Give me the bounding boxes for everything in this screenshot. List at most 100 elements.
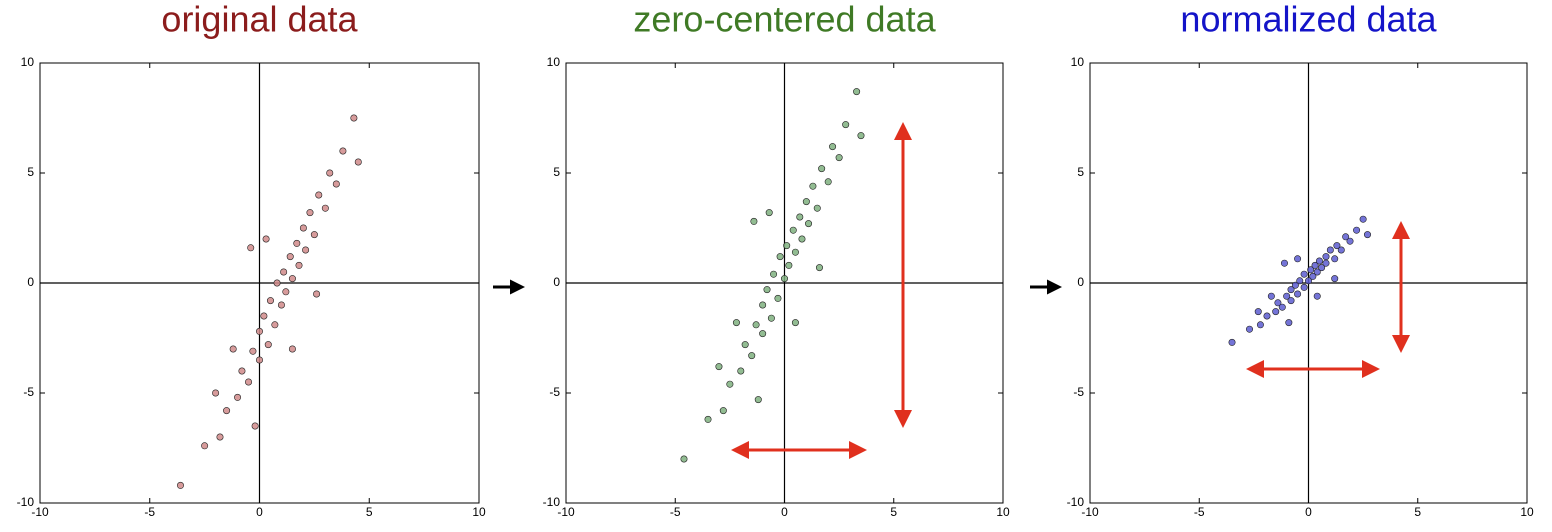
point (785, 261, 793, 269)
point (350, 114, 358, 122)
point (1285, 319, 1293, 327)
point (1326, 246, 1334, 254)
point (255, 327, 263, 335)
point (1322, 253, 1330, 261)
point (1228, 338, 1236, 346)
point (754, 396, 762, 404)
x-tick-label: -10 (31, 505, 49, 519)
y-tick-label: -10 (543, 495, 561, 509)
x-tick-label: -5 (144, 505, 155, 519)
point (249, 347, 257, 355)
x-tick-label: -5 (670, 505, 681, 519)
point (1296, 277, 1304, 285)
panel: normalized data -10 -5 0 5 10 -10 -5 0 5 10 (1067, 0, 1534, 519)
x-tick-label: -5 (1194, 505, 1205, 519)
point (286, 253, 294, 261)
point (1307, 266, 1315, 274)
point (732, 319, 740, 327)
point (759, 301, 767, 309)
point (293, 239, 301, 247)
y-tick-label: 10 (1071, 55, 1085, 69)
point (1294, 290, 1302, 298)
point (853, 88, 861, 96)
point (1294, 255, 1302, 263)
point (264, 341, 272, 349)
point (245, 378, 253, 386)
point (802, 198, 810, 206)
point (704, 415, 712, 423)
point (752, 321, 760, 329)
point (765, 209, 773, 217)
point (302, 246, 310, 254)
point (1254, 308, 1262, 316)
point (813, 204, 821, 212)
point (288, 345, 296, 353)
point (1337, 246, 1345, 254)
point (824, 178, 832, 186)
point (354, 158, 362, 166)
point (774, 294, 782, 302)
point (857, 132, 865, 140)
y-tick-label: 0 (1077, 275, 1084, 289)
point (750, 217, 758, 225)
point (1305, 277, 1313, 285)
y-tick-label: 0 (553, 275, 560, 289)
point (280, 268, 288, 276)
y-tick-label: -5 (1073, 385, 1084, 399)
point (1309, 272, 1317, 280)
point (763, 286, 771, 294)
point (321, 204, 329, 212)
point (829, 143, 837, 151)
point (1311, 261, 1319, 269)
point (809, 182, 817, 190)
point (1283, 292, 1291, 300)
point (1267, 292, 1275, 300)
point (748, 352, 756, 360)
point (1342, 233, 1350, 241)
y-tick-label: 10 (21, 55, 35, 69)
point (789, 226, 797, 234)
chart-title: zero-centered data (633, 0, 936, 40)
point (1313, 292, 1321, 300)
point (1272, 308, 1280, 316)
x-tick-label: 0 (1305, 505, 1312, 519)
point (234, 393, 242, 401)
point (262, 235, 270, 243)
point (776, 253, 784, 261)
y-tick-label: 0 (27, 275, 34, 289)
point (251, 422, 259, 430)
point (229, 345, 237, 353)
point (1256, 321, 1264, 329)
point (277, 301, 285, 309)
panel: zero-centered data -10 -5 0 5 10 -10 -5 0 5 10 (543, 0, 1010, 519)
y-tick-label: 5 (1077, 165, 1084, 179)
point (1322, 259, 1330, 267)
point (299, 224, 307, 232)
point (1280, 259, 1288, 267)
point (719, 407, 727, 415)
point (315, 191, 323, 199)
point (815, 264, 823, 272)
point (201, 442, 209, 450)
point (680, 455, 688, 463)
point (247, 244, 255, 252)
point (780, 275, 788, 283)
x-tick-label: -10 (557, 505, 575, 519)
point (1263, 312, 1271, 320)
point (726, 380, 734, 388)
y-tick-label: -5 (23, 385, 34, 399)
point (1315, 257, 1323, 265)
x-tick-label: 0 (256, 505, 263, 519)
point (1331, 275, 1339, 283)
point (260, 312, 268, 320)
point (326, 169, 334, 177)
point (1318, 264, 1326, 272)
point (288, 275, 296, 283)
point (273, 279, 281, 287)
point (791, 248, 799, 256)
x-tick-label: 5 (366, 505, 373, 519)
panel: original data -10 -5 0 5 10 -10 -5 0 5 10 (17, 0, 486, 519)
point (767, 314, 775, 322)
x-tick-label: 0 (781, 505, 788, 519)
point (715, 363, 723, 371)
